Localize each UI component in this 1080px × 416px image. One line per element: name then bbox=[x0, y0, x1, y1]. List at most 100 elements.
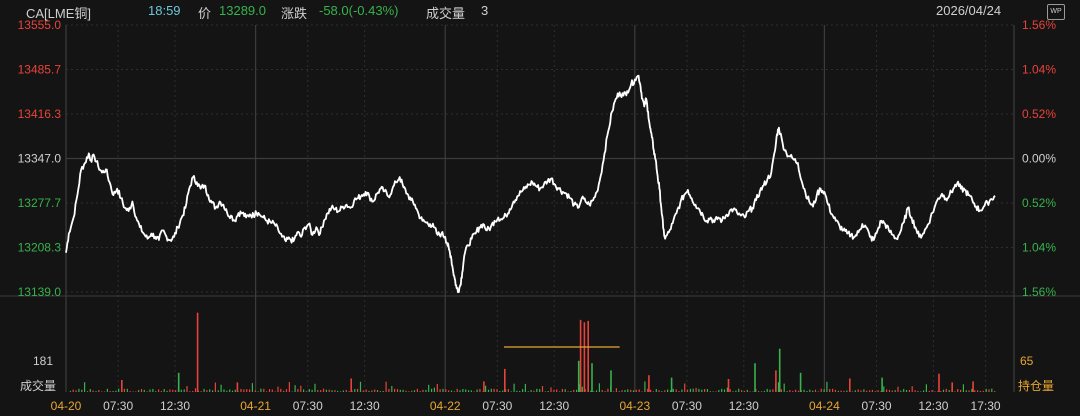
volume-bar bbox=[874, 391, 876, 392]
volume-bar bbox=[758, 391, 760, 392]
volume-spike-bar bbox=[951, 382, 953, 392]
volume-bar bbox=[280, 388, 282, 392]
volume-bar bbox=[960, 389, 962, 392]
volume-bar bbox=[118, 388, 120, 392]
volume-bar bbox=[760, 391, 763, 392]
volume-bar bbox=[268, 389, 271, 392]
volume-bar bbox=[684, 383, 686, 392]
volume-bar bbox=[368, 390, 370, 392]
time-tick-label: 12:30 bbox=[160, 399, 190, 413]
volume-bar bbox=[732, 391, 734, 392]
volume-bar bbox=[920, 391, 922, 392]
volume-bar bbox=[348, 391, 350, 392]
volume-bar bbox=[155, 391, 157, 392]
volume-bar bbox=[957, 389, 959, 392]
volume-bar bbox=[371, 390, 373, 392]
volume-bar bbox=[743, 391, 745, 392]
volume-bar bbox=[98, 390, 100, 392]
volume-bar bbox=[595, 390, 598, 392]
volume-bar bbox=[419, 391, 421, 392]
wp-icon[interactable]: WP bbox=[1047, 4, 1065, 20]
volume-bar bbox=[490, 388, 492, 392]
volume-bar bbox=[365, 389, 367, 392]
volume-bar bbox=[567, 391, 569, 392]
volume-bar bbox=[123, 388, 125, 392]
volume-title: 成交量 bbox=[20, 378, 56, 393]
volume-bar bbox=[214, 382, 216, 392]
volume-bar bbox=[948, 390, 950, 392]
volume-bar bbox=[706, 389, 708, 392]
volume-bar bbox=[928, 390, 930, 392]
volume-bar bbox=[246, 389, 248, 392]
volume-bar bbox=[832, 388, 834, 392]
volume-bar bbox=[573, 389, 575, 392]
volume-bar bbox=[394, 388, 396, 392]
volume-bar bbox=[95, 391, 97, 392]
volume-bar bbox=[194, 388, 197, 392]
volume-bar bbox=[522, 389, 524, 392]
volume-bar bbox=[445, 389, 447, 392]
volume-bar bbox=[681, 389, 683, 392]
volume-bar bbox=[721, 388, 723, 392]
volume-bar bbox=[143, 389, 145, 392]
price-axis-labels: 13555.0 13485.7 13416.3 13347.0 13277.7 13208… bbox=[18, 18, 62, 299]
volume-bar bbox=[274, 391, 276, 392]
volume-bar bbox=[450, 390, 453, 392]
volume-bar bbox=[650, 389, 652, 392]
volume-bar bbox=[718, 390, 720, 392]
volume-bar bbox=[462, 389, 464, 392]
volume-bar bbox=[923, 390, 925, 392]
volume-bar bbox=[476, 389, 478, 392]
volume-bar bbox=[428, 384, 430, 392]
volume-bar bbox=[229, 389, 231, 392]
time-tick-label: 07:30 bbox=[103, 399, 133, 413]
volume-bar bbox=[231, 390, 234, 392]
volume-bar bbox=[553, 389, 555, 392]
time-tick-label: 12:30 bbox=[918, 399, 948, 413]
time-tick-label: 12:30 bbox=[350, 399, 380, 413]
volume-bar bbox=[288, 382, 290, 392]
volume-spike-bar bbox=[121, 380, 123, 392]
volume-bar bbox=[547, 391, 549, 392]
volume-bar bbox=[536, 388, 538, 392]
volume-bar bbox=[675, 389, 677, 392]
volume-bar bbox=[422, 389, 424, 392]
volume-spike-bar bbox=[775, 370, 777, 392]
volume-bar bbox=[749, 391, 751, 392]
volume-bar bbox=[931, 390, 933, 392]
volume-bar bbox=[328, 389, 330, 392]
volume-bar bbox=[192, 391, 194, 392]
volume-bar bbox=[903, 388, 905, 392]
volume-bar bbox=[655, 389, 657, 392]
volume-bar bbox=[502, 390, 504, 392]
volume-spike-bar bbox=[577, 360, 580, 392]
volume-bar bbox=[510, 391, 512, 392]
volume-bar bbox=[686, 389, 689, 392]
volume-bar bbox=[541, 386, 544, 392]
volume-bar bbox=[459, 390, 461, 392]
volume-bar bbox=[857, 389, 859, 392]
volume-bar bbox=[672, 388, 674, 392]
volume-bar bbox=[166, 390, 168, 392]
volume-bar bbox=[658, 390, 660, 392]
volume-spike-bar bbox=[799, 372, 802, 392]
volume-bar bbox=[630, 389, 632, 392]
volume-bar bbox=[217, 390, 219, 392]
volume-bar bbox=[564, 389, 566, 392]
volume-bar bbox=[334, 390, 336, 392]
volume-bar bbox=[937, 391, 939, 392]
volume-bar bbox=[632, 390, 635, 392]
volume-bar bbox=[465, 389, 467, 392]
volume-bar bbox=[405, 390, 407, 392]
volume-value: 3 bbox=[481, 3, 489, 18]
volume-bar bbox=[203, 388, 205, 392]
volume-bar bbox=[402, 389, 404, 392]
volume-bar bbox=[669, 390, 672, 392]
volume-bar bbox=[814, 389, 817, 392]
quote-header: CA[LME铜] 18:59 价 13289.0 涨跌 -58.0(-0.43%… bbox=[0, 0, 1080, 22]
volume-bar bbox=[482, 391, 484, 392]
volume-bar bbox=[158, 389, 160, 392]
volume-spike-bar bbox=[670, 377, 673, 392]
date-tick-label: 04-23 bbox=[619, 399, 650, 413]
